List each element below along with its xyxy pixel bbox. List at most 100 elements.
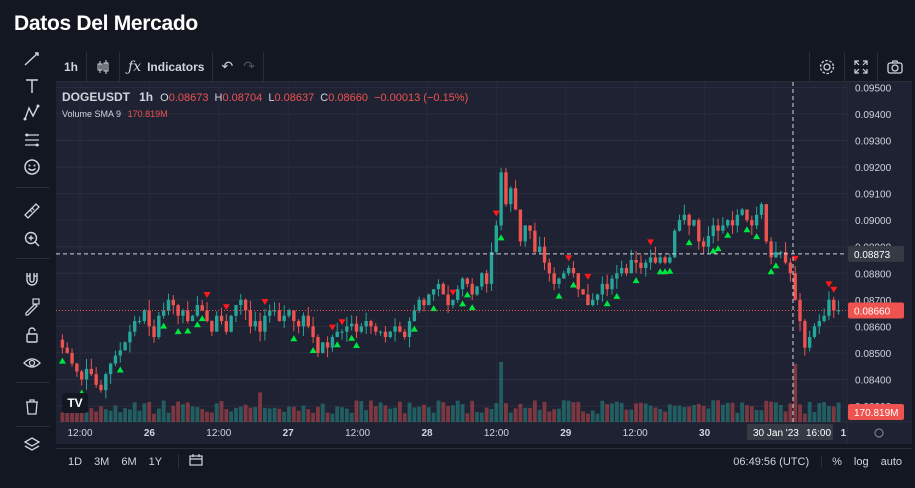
buy-signal-marker <box>753 233 761 240</box>
buy-signal-marker <box>116 366 124 373</box>
volume-bar <box>648 405 653 422</box>
volume-bar <box>234 407 238 422</box>
candle-body <box>152 326 156 337</box>
layers-icon[interactable] <box>10 432 54 458</box>
fullscreen-icon[interactable] <box>845 51 878 82</box>
candle-body <box>403 331 407 337</box>
candle-body <box>171 299 175 306</box>
camera-icon[interactable] <box>878 52 912 82</box>
candle-body <box>480 273 484 287</box>
candle-body <box>721 225 725 231</box>
candle-body <box>70 352 74 364</box>
tradingview-logo[interactable]: TV <box>62 393 88 413</box>
sell-signal-marker <box>449 289 457 296</box>
volume-bar <box>817 403 822 422</box>
trend-line-tool-icon[interactable] <box>10 46 54 72</box>
candle-body <box>552 273 556 284</box>
buy-signal-marker <box>348 334 356 341</box>
clock-time[interactable]: 06:49:56 (UTC) <box>727 455 823 468</box>
volume-bar <box>383 405 388 422</box>
page-title: Datos Del Mercado <box>14 12 198 35</box>
sell-signal-marker <box>222 304 230 311</box>
interval-button[interactable]: 1h <box>56 51 88 82</box>
undo-icon[interactable]: ↶ <box>221 58 234 74</box>
goto-date-icon[interactable] <box>178 454 209 469</box>
log-toggle[interactable]: log <box>853 455 869 468</box>
buy-signal-marker <box>555 292 563 299</box>
candle-icon <box>97 59 109 74</box>
buy-signal-marker <box>709 247 717 254</box>
candle-body <box>161 310 166 316</box>
undo-redo-group: ↶ ↷ <box>213 51 264 82</box>
candle-body <box>504 172 508 205</box>
eye-icon[interactable] <box>10 350 54 376</box>
candle-body <box>639 262 643 268</box>
candle-body <box>436 283 441 290</box>
volume-bar <box>147 401 152 422</box>
candle-body <box>745 209 749 221</box>
sell-signal-marker <box>492 210 500 217</box>
text-tool-icon[interactable] <box>10 73 54 99</box>
x-tick-label: 29 <box>560 428 572 439</box>
volume-bar <box>272 407 277 422</box>
lock-drawing-icon[interactable] <box>10 294 54 320</box>
buy-signal-marker <box>160 322 168 329</box>
percent-toggle[interactable]: % <box>832 455 842 468</box>
volume-bar <box>156 408 161 422</box>
candle-body <box>354 323 359 332</box>
sell-signal-marker <box>584 273 592 280</box>
volume-bar <box>291 406 296 422</box>
magnet-icon[interactable] <box>10 266 54 292</box>
candle-body <box>779 252 783 253</box>
price-chart[interactable]: 0.09500 0.09400 0.09300 0.09200 0.09100 0.090… <box>56 82 912 444</box>
candle-body <box>113 355 118 364</box>
volume-bar <box>778 405 783 422</box>
fib-tool-icon[interactable] <box>10 127 54 153</box>
candle-body <box>214 315 219 332</box>
candle-body <box>672 230 677 258</box>
range-1d[interactable]: 1D <box>68 455 83 468</box>
volume-bar <box>557 408 561 422</box>
candle-body <box>374 326 378 332</box>
ruler-icon[interactable] <box>10 198 54 224</box>
sell-signal-marker <box>830 286 838 293</box>
crosshair-time-label2: 16:00 <box>806 428 831 439</box>
candle-body <box>605 283 609 290</box>
volume-bar <box>663 411 667 422</box>
candle-body <box>484 273 489 284</box>
candle-body <box>634 259 638 263</box>
crosshair-price-label: 0.08873 <box>854 250 891 261</box>
volume-bar <box>798 404 802 422</box>
volume-bar <box>518 403 523 422</box>
buy-signal-marker <box>193 321 201 328</box>
candle-body <box>219 315 224 322</box>
candle-body <box>750 220 754 226</box>
candle-body <box>716 225 720 231</box>
candle-body <box>836 310 841 312</box>
range-1y[interactable]: 1Y <box>148 455 163 468</box>
chart-type-button[interactable] <box>87 51 121 82</box>
axis-settings-icon[interactable] <box>874 428 884 438</box>
candle-body <box>166 299 171 311</box>
volume-bar <box>219 400 224 422</box>
volume-bar <box>132 402 137 422</box>
x-tick-label: 12:00 <box>206 428 231 439</box>
auto-toggle[interactable]: auto <box>880 455 902 468</box>
volume-bar <box>547 411 552 422</box>
range-3m[interactable]: 3M <box>94 455 110 468</box>
last-price-tag <box>848 302 904 319</box>
settings-icon[interactable] <box>809 51 845 82</box>
redo-icon[interactable]: ↷ <box>243 58 255 74</box>
indicators-button[interactable]: ƒx Indicators <box>120 51 214 82</box>
emoji-tool-icon[interactable] <box>10 154 54 180</box>
trash-icon[interactable] <box>10 394 54 420</box>
volume-bar <box>422 404 426 422</box>
unlock-icon[interactable] <box>10 322 54 348</box>
candle-body <box>451 299 455 306</box>
zoom-icon[interactable] <box>10 226 54 252</box>
volume-bar <box>494 403 499 422</box>
volume-legend: Volume SMA 9 170.819M <box>62 109 168 119</box>
pattern-tool-icon[interactable] <box>10 100 54 126</box>
candle-body <box>460 278 465 290</box>
range-6m[interactable]: 6M <box>121 455 137 468</box>
